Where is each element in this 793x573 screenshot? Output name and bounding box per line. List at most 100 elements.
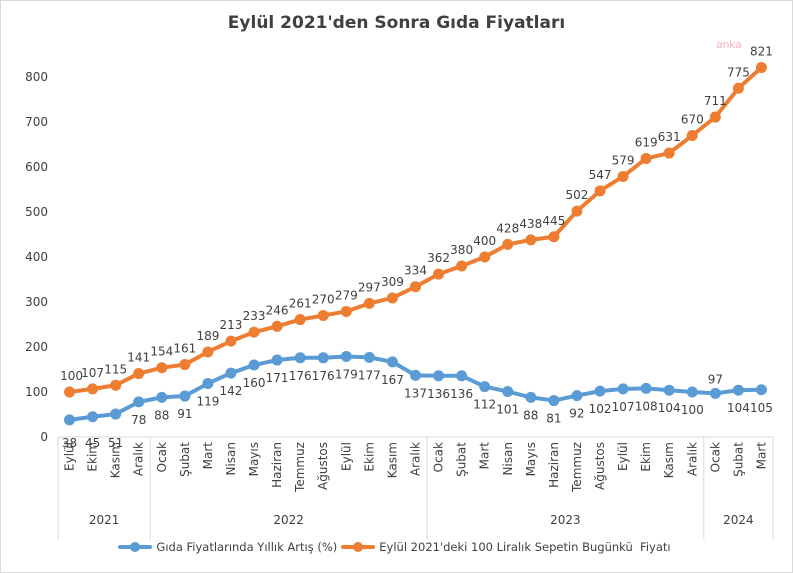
data-point	[133, 396, 145, 408]
year-group-label: 2022	[273, 513, 304, 527]
data-label: 380	[450, 243, 473, 257]
data-label: 136	[427, 387, 450, 401]
x-tick-label: Ocak	[708, 442, 722, 472]
data-point	[594, 385, 606, 397]
x-tick-label: Eylül	[616, 442, 630, 471]
data-point	[571, 390, 583, 402]
data-point	[87, 411, 99, 423]
data-label: 177	[358, 368, 381, 382]
data-point	[410, 281, 421, 293]
data-point	[110, 408, 122, 420]
data-label: 189	[196, 329, 219, 343]
x-tick-label: Haziran	[547, 442, 561, 488]
legend-label: Gıda Fiyatlarında Yıllık Artış (%)	[156, 540, 338, 554]
data-label: 97	[708, 372, 723, 386]
x-tick-label: Ekim	[86, 442, 100, 472]
data-label: 142	[220, 384, 243, 398]
data-point	[709, 111, 721, 123]
data-label: 176	[289, 369, 312, 383]
x-tick-label: Şubat	[731, 442, 745, 477]
data-label: 438	[519, 217, 542, 231]
x-tick-label: Mart	[201, 442, 215, 470]
data-label: 104	[727, 401, 750, 415]
data-point	[663, 147, 675, 159]
data-point	[502, 238, 514, 250]
x-tick-label: Ağustos	[593, 442, 607, 490]
year-group-label: 2023	[550, 513, 581, 527]
data-point	[548, 395, 560, 407]
data-label: 107	[81, 366, 104, 380]
data-label: 445	[542, 214, 565, 228]
x-tick-label: Mayıs	[524, 442, 538, 476]
data-point	[479, 381, 491, 393]
data-point	[317, 310, 329, 321]
legend-item-yearly-increase[interactable]: Gıda Fiyatlarında Yıllık Artış (%)	[118, 540, 337, 554]
data-point	[156, 362, 168, 374]
data-point	[110, 379, 122, 391]
x-tick-label: Mayıs	[247, 442, 261, 476]
data-point	[456, 370, 468, 382]
data-label: 107	[612, 400, 635, 414]
data-point	[156, 391, 168, 403]
data-point	[732, 384, 744, 396]
data-label: 171	[266, 371, 289, 385]
data-point	[248, 326, 260, 338]
data-point	[363, 351, 375, 363]
data-point	[640, 152, 652, 164]
x-tick-label: Temmuz	[293, 442, 307, 493]
data-label: 78	[131, 413, 146, 427]
data-point	[617, 383, 629, 395]
data-label: 233	[243, 309, 266, 323]
data-label: 119	[196, 394, 219, 408]
data-point	[732, 82, 744, 94]
data-label: 88	[154, 408, 169, 422]
x-tick-label: Aralık	[685, 442, 699, 476]
data-label: 579	[612, 153, 635, 167]
data-point	[410, 369, 421, 381]
data-point	[317, 352, 329, 364]
legend-label: Eylül 2021'deki 100 Liralık Sepetin Bugü…	[379, 540, 671, 554]
data-point	[686, 386, 698, 398]
data-point	[64, 386, 76, 398]
data-label: 45	[85, 436, 100, 450]
x-tick-label: Haziran	[270, 442, 284, 488]
x-tick-label: Ocak	[155, 442, 169, 472]
data-label: 362	[427, 251, 450, 265]
chart-title: Eylül 2021'den Sonra Gıda Fiyatları	[227, 13, 566, 33]
x-tick-label: Nisan	[224, 442, 238, 476]
x-tick-label: Ağustos	[316, 442, 330, 490]
data-label: 92	[569, 407, 584, 421]
series-layer	[64, 62, 767, 426]
data-label: 246	[266, 303, 289, 317]
legend-item-basket-price[interactable]: Eylül 2021'deki 100 Liralık Sepetin Bugü…	[341, 540, 671, 554]
data-label: 51	[108, 436, 123, 450]
data-label: 104	[658, 401, 681, 415]
data-label: 100	[681, 403, 704, 417]
data-label: 502	[565, 188, 588, 202]
data-label: 775	[727, 65, 750, 79]
data-point	[548, 231, 560, 243]
data-point	[225, 335, 237, 347]
data-point	[502, 386, 514, 398]
data-label: 261	[289, 297, 312, 311]
data-point	[640, 382, 652, 394]
x-tick-label: Aralık	[409, 442, 423, 476]
x-tick-label: Eylül	[339, 442, 353, 471]
data-point	[294, 352, 306, 364]
data-label: 670	[681, 113, 704, 127]
data-label: 115	[104, 362, 127, 376]
data-label: 821	[750, 45, 773, 59]
data-point	[386, 292, 398, 304]
data-label: 160	[243, 376, 266, 390]
x-tick-label: Kasım	[385, 442, 399, 478]
data-label: 100	[60, 369, 83, 383]
legend: Gıda Fiyatlarında Yıllık Artış (%) Eylül…	[0, 540, 793, 554]
x-tick-label: Temmuz	[570, 442, 584, 493]
data-label: 167	[381, 373, 404, 387]
x-tick-label: Şubat	[178, 442, 192, 477]
data-point	[179, 390, 191, 402]
data-point	[225, 367, 237, 379]
x-tick-label: Kasım	[662, 442, 676, 478]
data-point	[202, 346, 214, 358]
